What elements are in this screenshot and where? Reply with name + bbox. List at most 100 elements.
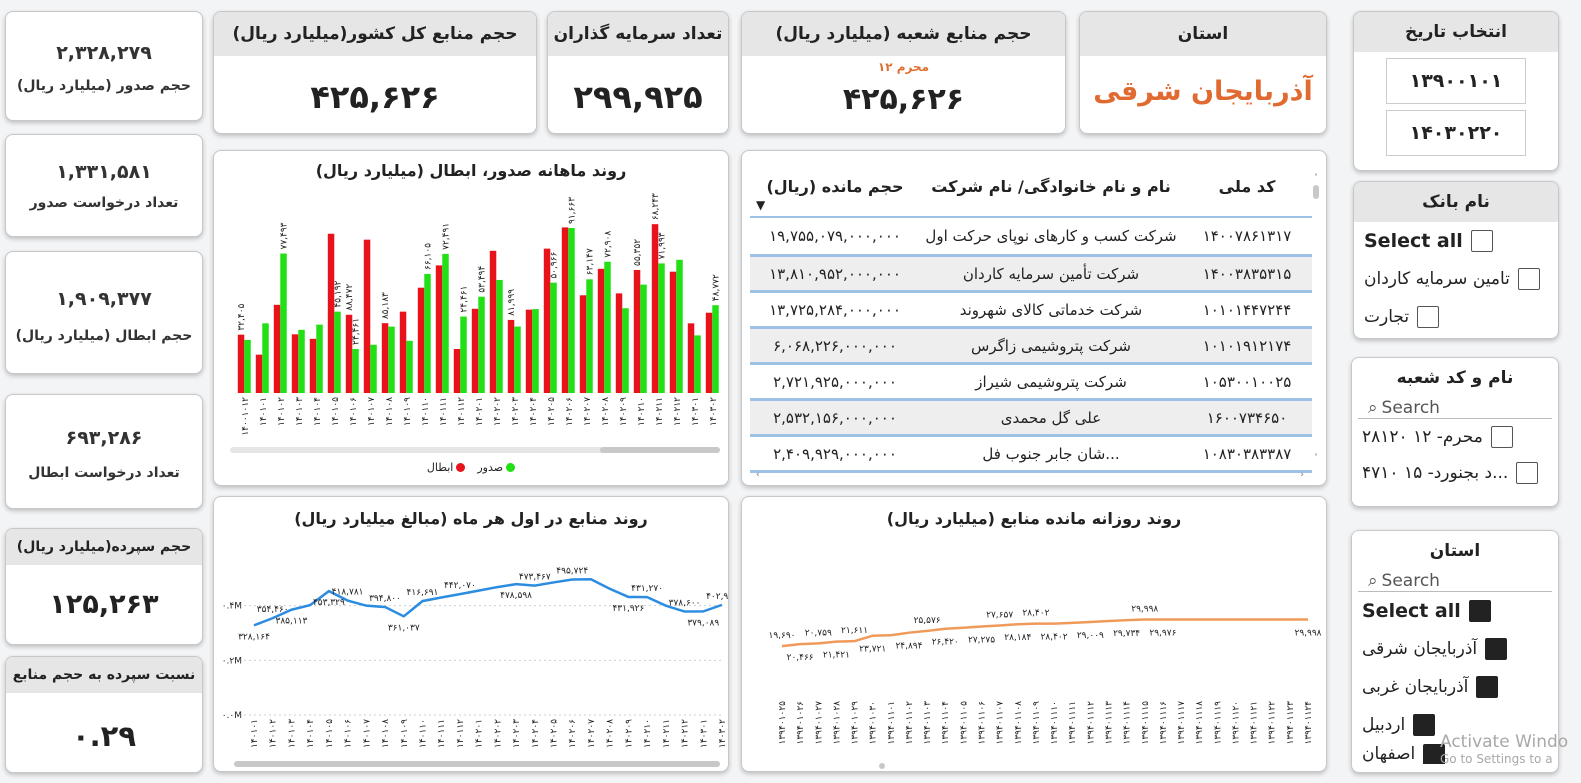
chart-scrollbar[interactable] xyxy=(234,761,720,767)
vscroll-down-icon[interactable]: ˅ xyxy=(1314,453,1318,462)
checkbox[interactable] xyxy=(1490,426,1513,448)
table-vscrollbar[interactable]: ˄ ˅ xyxy=(1312,173,1320,463)
bank-slicer-title: نام بانک xyxy=(1354,182,1558,222)
bar-cancel xyxy=(237,334,245,393)
cell-national-id: ۱۰۸۳۰۳۸۳۳۸۷ xyxy=(1182,435,1312,473)
bar-cancel xyxy=(561,227,569,393)
bar-cancel xyxy=(345,314,353,393)
table-row[interactable]: ۱۴۰۰۷۸۶۱۳۱۷ شرکت کسب و کارهای نوپای حرکت … xyxy=(750,217,1312,257)
x-tick-label: ۱۳۹۴۰۱۱۱۸ xyxy=(1195,701,1205,745)
province-search[interactable]: ⌕ Search xyxy=(1358,571,1552,592)
table-row[interactable]: ۱۰۱۰۱۹۱۲۱۷۴ شرکت پتروشیمی زاگرس ۶,۰۶۸,۲۲۶,… xyxy=(750,327,1312,365)
bar-cancel xyxy=(327,233,335,393)
bar-data-label: ۶۸,۲۴۳ xyxy=(651,193,661,220)
legend-dot-issue xyxy=(506,463,516,472)
branch-search[interactable]: ⌕ Search xyxy=(1358,398,1552,419)
x-tick-label: ۱۴۰۲۰۸ xyxy=(601,397,611,426)
x-tick-label: ۱۴۰۲۰۶ xyxy=(565,397,575,426)
vscroll-thumb[interactable] xyxy=(1313,185,1319,199)
search-icon: ⌕ xyxy=(1368,398,1378,418)
province-option-2[interactable]: آذربایجان غربی xyxy=(1352,668,1558,706)
x-tick-label: ۱۴۰۲۰۷ xyxy=(587,719,597,748)
bar-data-label: ۴۸,۷۷۲ xyxy=(712,274,722,301)
point-data-label: ۳۸۵,۱۱۳ xyxy=(276,617,308,627)
table-row[interactable]: ۱۰۸۳۰۳۸۳۳۸۷ ...شان جابر جنوب فل ۲,۴۰۹,۹۲۹,… xyxy=(750,435,1312,473)
x-tick-label: ۱۴۰۳۰۲ xyxy=(709,397,719,426)
table-hscrollbar[interactable]: ‹ › xyxy=(756,470,1304,480)
checkbox[interactable] xyxy=(1516,462,1539,484)
bank-option-tejarat[interactable]: تجارت xyxy=(1354,298,1558,336)
chart-scrollbar-dot[interactable] xyxy=(879,763,885,769)
bar-cancel xyxy=(255,354,263,393)
checkbox[interactable] xyxy=(1417,306,1440,328)
col-header-name[interactable]: نام و نام خانوادگی/ نام شرکت xyxy=(920,157,1182,218)
province-option-4[interactable]: اصفهان xyxy=(1352,744,1558,764)
bar-issue xyxy=(694,335,701,393)
holders-table: کد ملی نام و نام خانوادگی/ نام شرکت حجم … xyxy=(750,157,1312,473)
deposit-card: حجم سپرده(میلیارد ریال) ۱۲۵,۲۶۳ xyxy=(5,528,203,645)
x-tick-label: ۱۳۹۴۰۱۱۱۱ xyxy=(1068,701,1078,745)
point-data-label: ۳۵۴,۴۶۰ xyxy=(257,605,289,615)
checkbox[interactable] xyxy=(1423,744,1446,764)
hscroll-right-icon[interactable]: › xyxy=(1300,470,1304,480)
bar-issue xyxy=(280,253,287,393)
point-data-label: ۳۲۸,۱۶۴ xyxy=(238,632,270,642)
cell-national-id: ۱۰۱۰۱۴۴۷۲۴۴ xyxy=(1182,291,1312,329)
cell-balance: ۲,۴۰۹,۹۲۹,۰۰۰,۰۰۰ xyxy=(750,435,920,473)
daily-resources-chart: روند روزانه مانده منابع (میلیارد ریال) ۱… xyxy=(741,496,1327,772)
cell-name: علی گل محمدی xyxy=(920,399,1182,437)
scrollbar-thumb[interactable] xyxy=(600,447,720,453)
chart-legend: صدور ابطال xyxy=(214,461,728,474)
bar-issue xyxy=(406,340,413,393)
col-header-balance[interactable]: حجم مانده (ریال) ▼ xyxy=(750,157,920,218)
checkbox[interactable] xyxy=(1485,638,1508,660)
province-option-1[interactable]: آذربایجان شرقی xyxy=(1352,630,1558,668)
bar-data-label: ۶۶,۱۰۵ xyxy=(424,243,434,270)
bank-option-select-all[interactable]: Select all xyxy=(1354,222,1558,260)
checkbox[interactable] xyxy=(1413,714,1436,736)
option-label: تجارت xyxy=(1364,307,1410,327)
checkbox[interactable] xyxy=(1517,268,1540,290)
x-tick-label: ۱۳۹۴۰۱۱۱۳ xyxy=(1104,701,1114,745)
province-option-select-all[interactable]: Select all xyxy=(1352,592,1558,630)
table-row[interactable]: ۱۰۱۰۱۴۴۷۲۴۴ شرکت خدماتی کالای شهروند ۱۳,۷۲… xyxy=(750,291,1312,329)
x-tick-label: ۱۳۹۴۰۱۱۲۳ xyxy=(1286,701,1296,745)
checkbox[interactable] xyxy=(1468,600,1491,622)
legend-item-issue[interactable]: صدور xyxy=(477,461,516,474)
legend-item-cancel[interactable]: ابطال xyxy=(427,461,466,474)
x-tick-label: ۱۳۹۴۰۱۱۰۸ xyxy=(1014,701,1024,745)
cell-balance: ۱۹,۷۵۵,۰۷۹,۰۰۰,۰۰۰ xyxy=(750,217,920,257)
x-tick-label: ۱۳۹۴۰۱۱۲۰ xyxy=(1231,701,1241,745)
x-tick-label: ۱۳۹۴۰۱۰۲۷ xyxy=(814,701,824,745)
province-slicer: استان ⌕ Search Select all آذربایجان شرقی … xyxy=(1351,530,1559,773)
table-viewport[interactable]: کد ملی نام و نام خانوادگی/ نام شرکت حجم … xyxy=(750,157,1312,475)
branch-option-1[interactable]: محرم- ۱۲ ۲۸۱۲۰ xyxy=(1352,419,1558,455)
table-row[interactable]: ۱۰۵۳۰۰۱۰۰۲۵ شرکت پتروشیمی شیراز ۲,۷۲۱,۹۲۵,… xyxy=(750,363,1312,401)
x-tick-label: ۱۴۰۱۱۲ xyxy=(457,397,467,426)
x-tick-label: ۱۳۹۴۰۱۱۱۷ xyxy=(1177,701,1187,745)
date-to-input[interactable]: ۱۴۰۳۰۲۲۰ xyxy=(1386,110,1526,156)
col-header-national-id[interactable]: کد ملی xyxy=(1182,157,1312,218)
date-from-input[interactable]: ۱۳۹۰۰۱۰۱ xyxy=(1386,58,1526,104)
table-row[interactable]: ۱۴۰۰۳۸۳۵۳۱۵ شرکت تأمین سرمایه کاردان ۱۳,۸۱… xyxy=(750,255,1312,293)
bar-issue xyxy=(352,348,359,393)
bar-cancel xyxy=(489,250,497,393)
checkbox[interactable] xyxy=(1470,230,1493,252)
hscroll-left-icon[interactable]: ‹ xyxy=(756,470,760,480)
x-tick-label: ۱۳۹۴۰۱۰۲۸ xyxy=(832,701,842,745)
province-option-3[interactable]: اردبیل xyxy=(1352,706,1558,744)
branch-resources-card: حجم منابع شعبه (میلیارد ریال) محرم ۱۲ ۴۲… xyxy=(741,11,1066,134)
chart-scrollbar[interactable] xyxy=(230,447,720,453)
sort-desc-icon[interactable]: ▼ xyxy=(756,198,766,212)
y-tick-label: ۰.۰M xyxy=(222,711,242,721)
x-tick-label: ۱۴۰۱۰۳ xyxy=(287,719,297,748)
cell-balance: ۱۳,۷۲۵,۲۸۴,۰۰۰,۰۰۰ xyxy=(750,291,920,329)
vscroll-up-icon[interactable]: ˄ xyxy=(1314,173,1318,182)
bar-data-label: ۵۵,۳۵۲ xyxy=(633,239,643,266)
cell-national-id: ۱۴۰۰۳۸۳۵۳۱۵ xyxy=(1182,255,1312,293)
bank-option-kardan[interactable]: تامین سرمایه کاردان xyxy=(1354,260,1558,298)
branch-option-2[interactable]: ...د بجنورد- ۱۵ ۴۷۱۰ xyxy=(1352,455,1558,491)
checkbox[interactable] xyxy=(1476,676,1499,698)
bar-data-label: ۲۴,۴۶۱ xyxy=(352,318,362,345)
table-row[interactable]: ۱۶۰۰۷۳۴۶۵۰ علی گل محمدی ۲,۵۳۲,۱۵۶,۰۰۰,۰۰۰ xyxy=(750,399,1312,437)
